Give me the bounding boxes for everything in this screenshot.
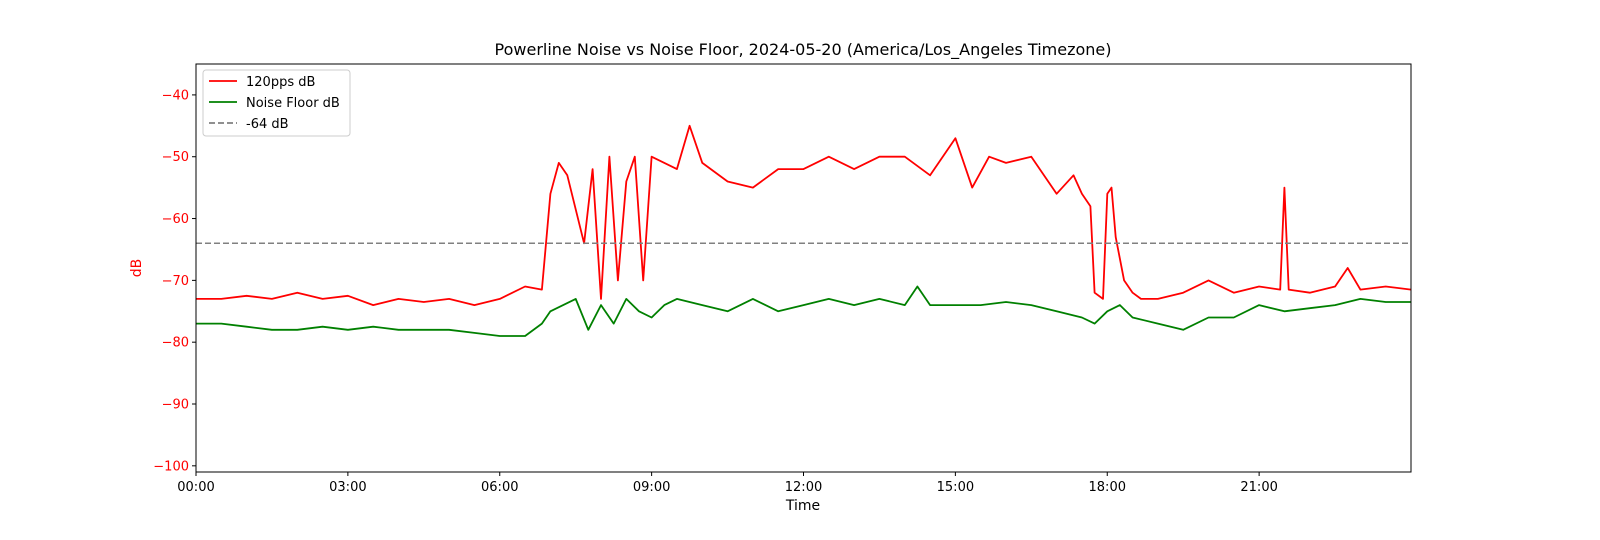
x-tick-label-5: 15:00 (937, 480, 974, 495)
x-tick-label-7: 21:00 (1240, 480, 1277, 495)
legend-box (202, 69, 351, 137)
y-tick-label-2: −60 (162, 212, 189, 227)
y-tick-label-4: −80 (162, 336, 189, 351)
y-tick-label-0: −40 (162, 88, 189, 103)
x-tick-label-2: 06:00 (481, 480, 518, 495)
legend-label-0: 120pps dB (246, 75, 315, 90)
plot-area (195, 63, 1412, 473)
series-line-0 (196, 124, 1412, 307)
series-line-1 (196, 285, 1411, 337)
legend-label-2: -64 dB (246, 117, 289, 132)
x-axis: 00:00 03:00 06:00 09:00 12:00 15:00 18:00 21:00 (177, 472, 1278, 495)
y-axis-title: dB (129, 259, 145, 278)
legend-label-1: Noise Floor dB (246, 96, 340, 111)
series-layer (196, 124, 1412, 337)
x-tick-label-6: 18:00 (1089, 480, 1126, 495)
x-tick-label-3: 09:00 (633, 480, 670, 495)
x-tick-label-4: 12:00 (785, 480, 822, 495)
y-tick-label-5: −90 (162, 398, 189, 413)
y-axis: −40 −50 −60 −70 −80 −90 −100 (153, 88, 196, 474)
x-tick-label-0: 00:00 (177, 480, 214, 495)
x-axis-title: Time (785, 498, 820, 514)
x-tick-label-1: 03:00 (329, 480, 366, 495)
y-tick-label-3: −70 (162, 274, 189, 289)
y-tick-label-6: −100 (153, 459, 189, 474)
y-tick-label-1: −50 (162, 150, 189, 165)
chart-title: Powerline Noise vs Noise Floor, 2024-05-… (495, 40, 1112, 60)
legend: 120pps dB Noise Floor dB -64 dB (202, 69, 351, 137)
